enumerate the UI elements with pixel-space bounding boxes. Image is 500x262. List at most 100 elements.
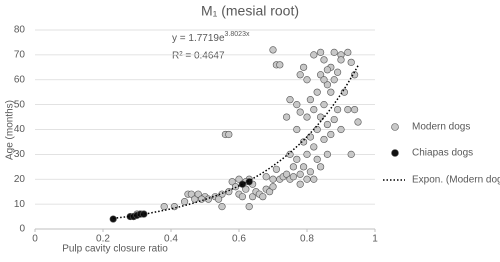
x-tick-label: 0.6 — [232, 234, 246, 245]
y-tick-label: 70 — [14, 50, 26, 61]
y-tick-label: 30 — [14, 149, 26, 160]
point — [310, 105, 318, 114]
point — [289, 163, 298, 171]
point — [242, 185, 250, 193]
legend-label: Chiapas dogs — [412, 148, 473, 159]
point — [293, 125, 301, 134]
legend-label: Expon. (Modern dogs) — [412, 175, 500, 186]
point — [347, 58, 355, 66]
point — [303, 150, 311, 158]
point — [296, 108, 304, 116]
point — [347, 150, 355, 158]
point — [276, 61, 284, 69]
point — [269, 175, 277, 183]
y-tick-label: 60 — [14, 74, 26, 85]
equation: y = 1.7719e3.8023x — [172, 31, 250, 44]
y-tick-label: 80 — [14, 25, 26, 36]
r-squared: R² = 0.4647 — [172, 51, 225, 62]
y-tick-label: 50 — [14, 99, 26, 110]
point — [266, 188, 274, 196]
point — [320, 56, 328, 64]
point — [286, 150, 294, 158]
point — [296, 170, 304, 178]
legend-label: Modern dogs — [412, 122, 470, 133]
point — [300, 63, 308, 71]
point — [320, 101, 328, 109]
point — [300, 163, 308, 171]
point — [317, 71, 325, 79]
point — [330, 48, 338, 56]
point — [306, 96, 315, 104]
point — [351, 71, 359, 79]
point — [340, 88, 349, 96]
point — [313, 88, 321, 96]
point — [293, 155, 301, 163]
point — [181, 198, 189, 206]
point — [330, 76, 338, 84]
point — [303, 175, 311, 183]
point — [296, 71, 304, 79]
point — [289, 173, 298, 181]
point — [300, 138, 308, 146]
point — [334, 105, 342, 114]
point — [303, 76, 311, 84]
point — [317, 163, 325, 171]
point — [337, 125, 345, 134]
point — [249, 193, 257, 201]
y-tick-label: 20 — [14, 174, 26, 185]
point — [334, 68, 342, 76]
equation-exponent: 3.8023x — [225, 31, 250, 38]
point — [320, 76, 328, 84]
point — [262, 173, 270, 181]
x-tick-label: 1 — [372, 234, 378, 245]
point — [140, 210, 148, 218]
point — [272, 165, 281, 173]
point — [344, 105, 352, 114]
point — [327, 88, 335, 96]
equation-base: y = 1.7719e — [172, 33, 225, 44]
point — [283, 170, 291, 178]
point — [215, 195, 223, 203]
point — [296, 180, 304, 188]
point — [313, 125, 321, 134]
x-tick-label: 0.2 — [96, 234, 110, 245]
point — [228, 178, 236, 186]
y-tick-label: 0 — [19, 224, 25, 235]
point — [323, 81, 332, 89]
point — [245, 203, 253, 211]
point — [238, 193, 246, 201]
point — [320, 135, 328, 144]
point — [225, 130, 233, 139]
point — [194, 190, 202, 198]
x-axis-label: Pulp cavity closure ratio — [62, 244, 168, 255]
point — [317, 48, 325, 56]
legend-marker — [391, 149, 399, 157]
x-tick-label: 0.8 — [300, 234, 314, 245]
point — [327, 130, 335, 139]
point — [293, 101, 301, 109]
point — [269, 46, 277, 54]
y-axis-label: Age (months) — [5, 100, 16, 160]
legend-marker — [391, 123, 399, 131]
point — [323, 120, 332, 129]
point — [323, 66, 332, 74]
point — [310, 175, 318, 183]
point — [313, 155, 321, 163]
point — [109, 215, 117, 223]
x-tick-label: 0 — [32, 234, 38, 245]
point — [323, 150, 332, 158]
point — [235, 175, 243, 183]
point — [330, 115, 338, 124]
point — [283, 113, 291, 121]
point — [306, 168, 315, 176]
point — [310, 51, 318, 59]
point — [344, 48, 352, 56]
point — [286, 96, 294, 104]
point — [337, 56, 345, 64]
y-tick-label: 40 — [14, 124, 26, 135]
point — [160, 203, 168, 211]
x-tick-label: 0.4 — [164, 234, 178, 245]
point — [303, 113, 311, 121]
point — [269, 183, 277, 191]
point — [354, 118, 362, 126]
